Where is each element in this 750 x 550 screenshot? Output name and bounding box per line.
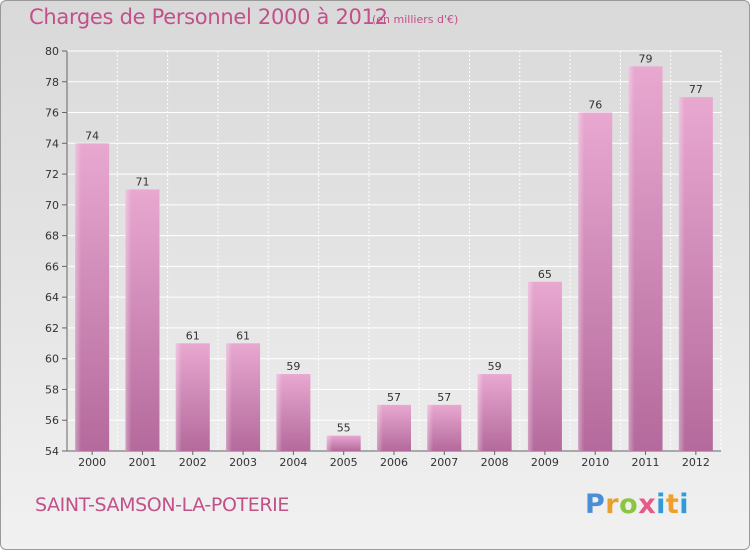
bar-highlight	[175, 343, 182, 451]
x-tick-label: 2002	[179, 456, 207, 469]
x-tick-label: 2012	[682, 456, 710, 469]
bar-highlight	[527, 281, 534, 451]
bar-highlight	[75, 143, 82, 452]
y-tick-label: 54	[45, 445, 59, 458]
bar-highlight	[628, 66, 635, 451]
x-tick-label: 2007	[430, 456, 458, 469]
chart-title: Charges de Personnel 2000 à 2012	[29, 5, 388, 29]
y-tick-label: 66	[45, 260, 59, 273]
y-tick-label: 56	[45, 414, 59, 427]
data-labels: 74 71 61 61 59 55 57 57 59 65 76 79 77	[85, 52, 703, 434]
y-tick-labels: 54 56 58 60 62 64 66 68 70 72 74 76 78 80	[45, 45, 59, 458]
x-tick-label: 2011	[632, 456, 660, 469]
y-tick-label: 78	[45, 76, 59, 89]
bars	[75, 66, 713, 452]
y-tick-label: 58	[45, 383, 59, 396]
x-tick-label: 2003	[229, 456, 257, 469]
bar-highlight	[678, 97, 685, 452]
data-label: 59	[286, 360, 300, 373]
y-tick-label: 70	[45, 199, 59, 212]
data-label: 65	[538, 268, 552, 281]
bar-highlight	[477, 374, 484, 451]
x-tick-label: 2009	[531, 456, 559, 469]
bar-highlight	[276, 374, 283, 451]
bar-highlight	[377, 404, 383, 451]
y-tick-label: 68	[45, 230, 59, 243]
data-label: 71	[135, 175, 149, 188]
data-label: 59	[488, 360, 502, 373]
y-tick-label: 64	[45, 291, 59, 304]
data-label: 77	[689, 83, 703, 96]
x-tick-label: 2005	[330, 456, 358, 469]
y-tick-label: 76	[45, 107, 59, 120]
bar-highlight	[427, 404, 434, 451]
data-label: 76	[588, 99, 602, 112]
bar-highlight	[578, 112, 585, 452]
data-label: 61	[236, 329, 250, 342]
x-tick-label: 2006	[380, 456, 408, 469]
x-tick-label: 2008	[481, 456, 509, 469]
bar-highlight	[226, 343, 233, 451]
y-tick-label: 62	[45, 322, 59, 335]
data-label: 55	[337, 422, 351, 435]
bar-2005	[326, 435, 361, 451]
proxiti-logo: Proxiti	[585, 489, 690, 520]
chart-unit: (en milliers d'€)	[372, 13, 459, 26]
x-tick-label: 2000	[78, 456, 106, 469]
x-tick-label: 2010	[581, 456, 609, 469]
data-label: 79	[639, 52, 653, 65]
data-label: 74	[85, 129, 99, 142]
y-tick-label: 74	[45, 137, 59, 150]
y-tick-label: 60	[45, 353, 59, 366]
data-label: 61	[186, 329, 200, 342]
bar-highlight	[326, 435, 333, 451]
commune-name: SAINT-SAMSON-LA-POTERIE	[35, 494, 289, 516]
bar-highlight	[125, 189, 132, 451]
data-label: 57	[387, 391, 401, 404]
x-tick-label: 2004	[279, 456, 307, 469]
data-label: 57	[437, 391, 451, 404]
x-tick-label: 2001	[128, 456, 156, 469]
y-tick-label: 80	[45, 45, 59, 58]
x-tick-labels: 2000 2001 2002 2003 2004 2005 2006 2007 2008 2009…	[78, 456, 710, 469]
y-tick-label: 72	[45, 168, 59, 181]
